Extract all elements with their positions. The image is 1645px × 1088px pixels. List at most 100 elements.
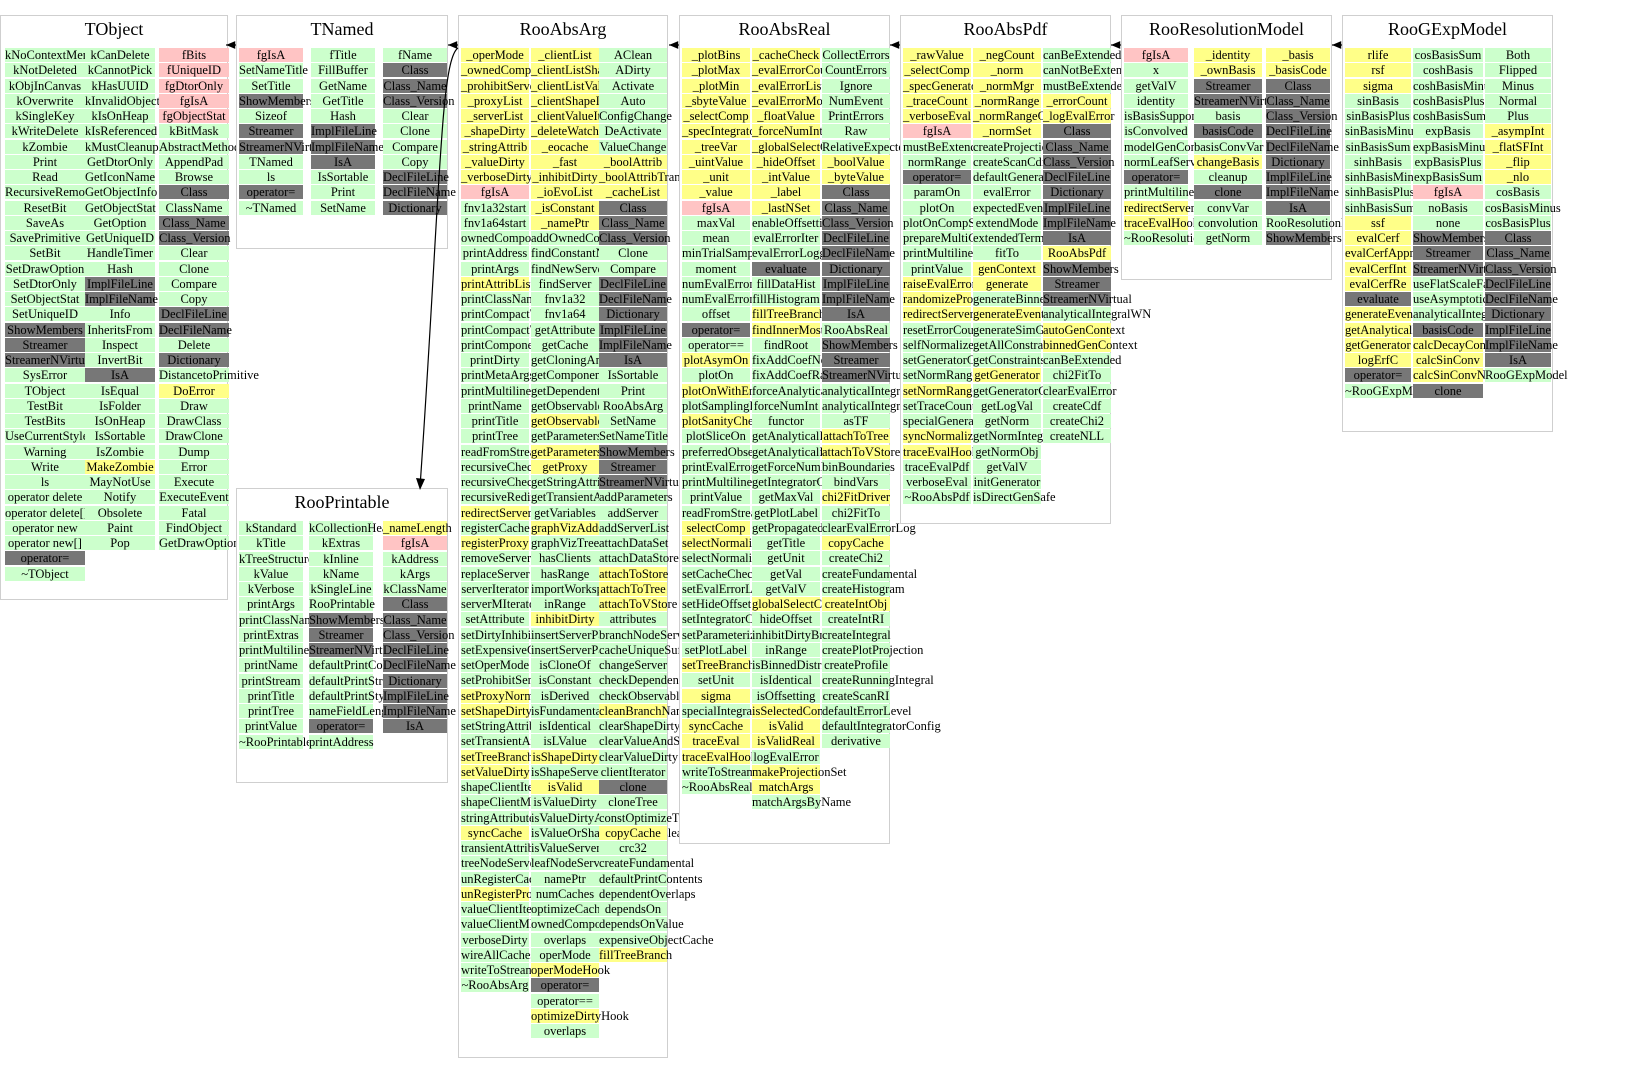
class-member[interactable]: setParameterizeIntegral (682, 627, 800, 642)
class-member[interactable]: enableOffsetting (752, 215, 836, 230)
class-member[interactable]: makeProjectionSet (752, 764, 847, 779)
class-member[interactable]: sinhBasisMinus (1345, 170, 1425, 184)
class-member[interactable]: Dictionary (822, 261, 890, 276)
class-member[interactable]: getCache (531, 337, 599, 352)
class-member[interactable]: basisCode (1413, 322, 1483, 337)
class-member[interactable]: initGenerator (973, 475, 1041, 489)
class-member[interactable]: resetErrorCounters (903, 322, 999, 337)
class-member[interactable]: x (1124, 63, 1188, 78)
class-member[interactable]: Inspect (85, 337, 155, 352)
class-member[interactable]: setNormRangeOverride (903, 383, 1023, 398)
class-member[interactable]: printArgs (461, 261, 529, 276)
class-member[interactable]: operator= (531, 978, 599, 993)
class-member[interactable]: isValueOrShapeDirtyAndClear (531, 825, 687, 840)
class-member[interactable]: findConstantNodes (531, 246, 628, 261)
class-member[interactable]: paramOn (903, 185, 971, 200)
class-member[interactable]: _namePtr (531, 215, 599, 230)
class-member[interactable]: generateSimGlobal (973, 322, 1070, 337)
class-member[interactable]: SavePrimitive (5, 231, 85, 245)
class-member[interactable]: writeToStream (461, 963, 536, 977)
class-member[interactable]: createIntRI (822, 612, 890, 627)
class-member[interactable]: ShowMembers (1043, 261, 1119, 276)
class-member[interactable]: getAnalyticalIntegralWN (752, 444, 880, 459)
class-member[interactable]: printMultiline (682, 475, 753, 489)
class-member[interactable]: randomizeProtoOrder (903, 292, 1012, 306)
class-member[interactable]: Class_Name (1266, 93, 1330, 108)
class-member[interactable]: Class_Version (1043, 154, 1115, 169)
class-member[interactable]: inhibitDirtyBranches (752, 627, 858, 642)
class-member[interactable]: clone (1413, 383, 1483, 398)
class-member[interactable]: getCloningAncestors (531, 353, 637, 367)
class-member[interactable]: fnv1a32start (461, 200, 529, 215)
class-member[interactable]: kSingleKey (5, 109, 85, 123)
class-member[interactable]: _globalSelectComp (752, 139, 851, 154)
class-member[interactable]: _plotBins (682, 48, 750, 62)
class-member[interactable]: _normRangeOverride (973, 109, 1082, 123)
class-member[interactable]: kVerbose (239, 582, 303, 596)
class-member[interactable]: _evalErrorMode (752, 93, 835, 108)
class-member[interactable]: defaultPrintContents (599, 871, 703, 886)
class-member[interactable]: IsA (311, 154, 375, 169)
class-box-rooabsreal[interactable]: RooAbsReal _plotBins _plotMax _plotMin _sbyt… (679, 15, 941, 844)
class-member[interactable]: Class_Version (599, 231, 671, 245)
class-member[interactable]: NumEvent (822, 93, 890, 108)
class-member[interactable]: valueClientIterator (461, 902, 556, 916)
class-member[interactable]: _valueDirty (461, 154, 529, 169)
class-member[interactable]: DeclFileLine (1043, 170, 1111, 184)
class-member[interactable]: unRegisterCache (461, 871, 547, 886)
class-member[interactable]: kExtras (309, 536, 373, 551)
class-member[interactable]: isBasisSupported (1124, 109, 1211, 123)
class-member[interactable]: StreamerNVirtual (5, 353, 94, 367)
class-member[interactable]: traceEval (682, 734, 750, 749)
class-member[interactable]: AbstractMethod (159, 139, 241, 154)
class-member[interactable]: SetObjectStat (5, 292, 85, 306)
class-member[interactable]: MayNotUse (85, 475, 155, 489)
class-member[interactable]: evaluate (752, 261, 820, 276)
class-member[interactable]: evalCerfRe (1345, 276, 1411, 291)
class-member[interactable]: Pop (85, 536, 155, 550)
class-member[interactable]: operator= (1124, 170, 1188, 184)
class-member[interactable]: _basisCode (1266, 63, 1330, 78)
class-member[interactable]: _nameLength (383, 521, 452, 535)
class-member[interactable]: coshBasisMinus (1413, 78, 1495, 93)
class-member[interactable]: getVal (752, 566, 820, 581)
class-member[interactable]: _stringAttrib (461, 139, 529, 154)
class-member[interactable]: addParameters (599, 490, 673, 505)
class-member[interactable]: clearValueAndShapeDirty (599, 734, 731, 749)
class-member[interactable]: AClean (599, 48, 667, 62)
class-member[interactable]: Minus (1485, 78, 1551, 93)
class-member[interactable]: generateEvent (973, 307, 1045, 322)
class-member[interactable]: matchArgsByName (752, 795, 852, 810)
class-member[interactable]: kOverwrite (5, 93, 85, 108)
class-member[interactable]: rsf (1345, 63, 1411, 78)
class-member[interactable]: maxVal (682, 215, 750, 230)
class-member[interactable]: serverIterator (461, 581, 529, 596)
class-member[interactable]: createFundamental (822, 566, 918, 581)
class-member[interactable]: asTF (822, 414, 890, 428)
class-title[interactable]: RooAbsArg (519, 19, 607, 39)
class-member[interactable]: minTrialSamples (682, 246, 768, 261)
class-member[interactable]: FindObject (159, 520, 229, 535)
class-member[interactable]: Plus (1485, 109, 1551, 123)
class-member[interactable]: operator new[] (5, 536, 85, 550)
class-member[interactable]: getGenerator (1345, 337, 1411, 352)
class-member[interactable]: Notify (85, 490, 155, 505)
class-member[interactable]: _treeVar (682, 139, 750, 154)
class-member[interactable]: syncCache (682, 719, 750, 733)
class-member[interactable]: plotSliceOn (682, 429, 750, 444)
class-member[interactable]: IsSortable (311, 170, 375, 184)
class-member[interactable]: getNormIntegral (973, 429, 1057, 444)
class-member[interactable]: printMultiline (239, 643, 310, 657)
class-member[interactable]: printName (239, 658, 303, 673)
class-member[interactable]: dependsOnValue (599, 917, 684, 932)
class-member[interactable]: traceEvalHook (1124, 215, 1199, 230)
class-member[interactable]: DeclFileName (1485, 292, 1558, 306)
class-member[interactable]: Class_Name (1485, 246, 1551, 261)
class-member[interactable]: setShapeDirty (461, 703, 532, 718)
class-member[interactable]: isBinnedDistribution (752, 658, 857, 672)
class-member[interactable]: RooPrintable (309, 597, 375, 612)
class-member[interactable]: ConfigChange (599, 109, 672, 123)
class-member[interactable]: fUniqueID (159, 63, 229, 78)
class-member[interactable]: operator== (531, 993, 599, 1008)
class-member[interactable]: ssf (1345, 215, 1411, 230)
